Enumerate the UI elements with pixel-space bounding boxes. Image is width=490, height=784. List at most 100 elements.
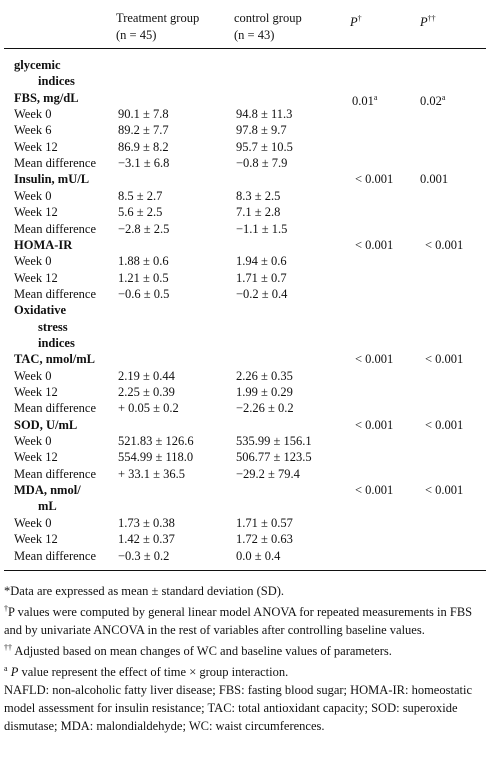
control-value: 1.94 ± 0.6	[236, 254, 287, 269]
row-label: Week 12	[14, 270, 58, 285]
control-value: −0.8 ± 7.9	[236, 156, 288, 171]
control-value: 1.71 ± 0.57	[236, 515, 293, 530]
treatment-value: −0.3 ± 0.2	[118, 548, 170, 563]
treatment-value: −2.8 ± 2.5	[118, 221, 170, 236]
control-value: 535.99 ± 156.1	[236, 434, 312, 449]
treatment-value: −0.6 ± 0.5	[118, 286, 170, 301]
adjusted-p-value: < 0.001	[425, 237, 463, 254]
footnote-a-mark: a	[4, 664, 8, 673]
treatment-header-line2: (n = 45)	[116, 28, 157, 42]
control-value: 1.99 ± 0.29	[236, 385, 293, 399]
row-label: indices	[38, 335, 75, 350]
adjusted-p-value: < 0.001	[425, 351, 463, 368]
adjusted-p-value-text: < 0.001	[425, 352, 464, 367]
control-value: −0.2 ± 0.4	[236, 286, 288, 301]
p-value-text: < 0.001	[355, 172, 394, 187]
row-label: Oxidative	[14, 303, 67, 318]
treatment-value: + 0.05 ± 0.2	[118, 401, 179, 416]
p-value-text: < 0.001	[355, 483, 394, 498]
treatment-group-header: Treatment group (n = 45)	[116, 10, 230, 44]
row-label: Week 0	[14, 188, 52, 203]
adjusted-p-value-header: P††	[420, 10, 436, 31]
control-value: 506.77 ± 123.5	[236, 450, 312, 465]
footnote-dagger: †	[4, 604, 8, 613]
row-label: Week 12	[14, 532, 58, 547]
footnote-data-expression: *Data are expressed as mean ± standard d…	[4, 584, 285, 598]
p-value: < 0.001	[355, 237, 393, 254]
adjusted-p-value-text: < 0.001	[425, 417, 464, 432]
adjusted-p-value: < 0.001	[425, 417, 463, 434]
row-label: mL	[38, 499, 57, 514]
treatment-value: 521.83 ± 126.6	[118, 434, 194, 449]
pp-header-daggers: ††	[427, 14, 436, 23]
treatment-value: 554.99 ± 118.0	[118, 450, 194, 465]
treatment-header-line1: Treatment group	[116, 11, 200, 25]
row-label: Mean difference	[14, 221, 97, 236]
treatment-value: 86.9 ± 8.2	[118, 139, 169, 154]
control-value: 0.0 ± 0.4	[236, 548, 281, 563]
treatment-value: 1.73 ± 0.38	[118, 515, 175, 530]
row-label: Week 6	[14, 123, 52, 138]
row-label: SOD, U/mL	[14, 417, 78, 432]
footnote-double-dagger: ††	[4, 643, 12, 652]
treatment-value: 89.2 ± 7.7	[118, 123, 169, 138]
footnote-abbreviations: NAFLD: non-alcoholic fatty liver disease…	[4, 683, 472, 733]
control-value: −2.26 ± 0.2	[236, 401, 294, 416]
control-group-header: control group (n = 43)	[234, 10, 348, 44]
p-value-text: < 0.001	[355, 237, 394, 252]
adjusted-p-value-text: < 0.001	[425, 237, 464, 252]
row-label: Mean difference	[14, 156, 97, 171]
p-value-header: P†	[350, 10, 362, 31]
pp-header-letter: P	[420, 15, 428, 29]
table-footnotes: *Data are expressed as mean ± standard d…	[4, 582, 486, 735]
adjusted-p-value: 0.001	[420, 171, 448, 188]
p-value: < 0.001	[355, 417, 393, 434]
control-header-line2: (n = 43)	[234, 28, 275, 42]
treatment-value: 1.42 ± 0.37	[118, 532, 175, 547]
row-label: Week 0	[14, 254, 52, 269]
control-value: −1.1 ± 1.5	[236, 221, 288, 236]
p-value: < 0.001	[355, 171, 393, 188]
p-header-letter: P	[350, 15, 358, 29]
row-label: Week 12	[14, 450, 58, 465]
row-label: Mean difference	[14, 401, 97, 416]
row-label: Week 12	[14, 205, 58, 220]
row-label: glycemic	[14, 58, 61, 72]
control-value: 8.3 ± 2.5	[236, 188, 281, 203]
control-value: 95.7 ± 10.5	[236, 139, 293, 154]
footnote-p-values: †P values were computed by general linea…	[4, 600, 486, 639]
row-label: Week 0	[14, 107, 52, 122]
row-label: MDA, nmol/	[14, 483, 81, 498]
control-value: 1.71 ± 0.7	[236, 270, 287, 285]
adjusted-p-value-text: < 0.001	[425, 483, 464, 498]
row-label: TAC, nmol/mL	[14, 352, 96, 367]
p-value-text: < 0.001	[355, 352, 394, 367]
treatment-value: 2.19 ± 0.44	[118, 368, 175, 383]
row-label: Week 12	[14, 385, 58, 399]
bottom-rule	[4, 570, 486, 571]
row-label: Insulin, mU/L	[14, 172, 90, 187]
row-label: Week 0	[14, 434, 52, 449]
control-value: 1.72 ± 0.63	[236, 532, 293, 547]
control-value: 2.26 ± 0.35	[236, 368, 293, 383]
treatment-value: 2.25 ± 0.39	[118, 385, 175, 399]
treatment-value: 90.1 ± 7.8	[118, 107, 169, 122]
adjusted-p-value: 0.02a	[420, 90, 445, 110]
header-rule	[4, 48, 486, 49]
treatment-value: −3.1 ± 6.8	[118, 156, 170, 171]
adjusted-p-value-text: 0.02	[420, 93, 442, 108]
treatment-value: + 33.1 ± 36.5	[118, 466, 186, 481]
adjusted-p-value-text: 0.001	[420, 172, 449, 187]
adjusted-p-value-superscript: a	[441, 92, 446, 102]
treatment-value: 1.88 ± 0.6	[118, 254, 169, 269]
row-label: Week 0	[14, 368, 52, 383]
p-value-text: < 0.001	[355, 417, 394, 432]
p-value: < 0.001	[355, 482, 393, 499]
row-label: Mean difference	[14, 466, 97, 481]
row-label: Mean difference	[14, 548, 97, 563]
row-label: FBS, mg/dL	[14, 90, 79, 105]
control-value: 94.8 ± 11.3	[236, 107, 293, 122]
footnote-adjusted: †† Adjusted based on mean changes of WC …	[4, 639, 486, 660]
control-value: 7.1 ± 2.8	[236, 205, 281, 220]
row-label: Mean difference	[14, 286, 97, 301]
